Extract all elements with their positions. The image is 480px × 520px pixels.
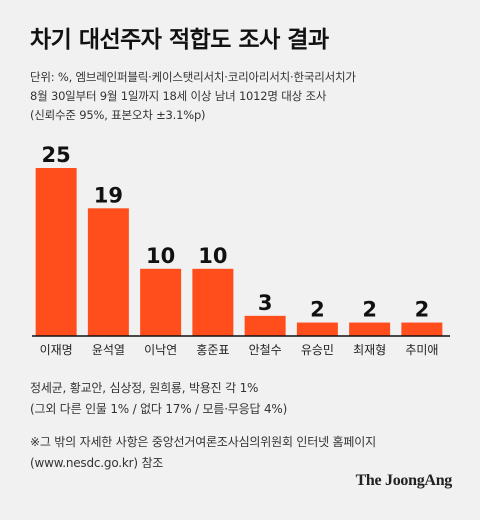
category-label-안철수: 안철수 [249,343,282,357]
data-label-이재명: 25 [42,143,71,167]
category-label-윤석열: 윤석열 [92,343,125,357]
bar-추미애 [401,322,443,336]
category-label-홍준표: 홍준표 [196,343,229,357]
data-label-홍준표: 10 [198,244,227,268]
notes-line-2: (그외 다른 인물 1% / 없다 17% / 모름·무응답 4%) [30,402,288,416]
subtitle-line-2: 8월 30일부터 9월 1일까지 18세 이상 남녀 1012명 대상 조사 [30,89,327,103]
chart-title: 차기 대선주자 적합도 조사 결과 [30,27,329,53]
category-label-이낙연: 이낙연 [144,343,177,357]
footnote-line-2: (www.nesdc.go.kr) 참조 [30,456,164,470]
subtitle-line-3: (신뢰수준 95%, 표본오차 ±3.1%p) [30,108,206,122]
other-candidates-note: 정세균, 황교안, 심상정, 원희룡, 박용진 각 1% (그외 다른 인물 1… [30,378,287,420]
data-label-안철수: 3 [258,291,273,315]
chart-subtitle: 단위: %, 엠브레인퍼블릭·케이스탯리서치·코리아리서치·한국리서치가 8월 … [30,68,356,125]
data-label-윤석열: 19 [94,183,123,207]
brand-logo: The JoongAng [355,472,453,489]
bar-유승민 [296,322,338,336]
bar-윤석열 [87,208,129,336]
data-label-최재형: 2 [362,298,377,322]
source-footnote: ※그 밖의 자세한 사항은 중앙선거여론조사심의위원회 인터넷 홈페이지 (ww… [30,432,376,474]
data-label-이낙연: 10 [146,244,175,268]
bar-이재명 [35,168,77,336]
notes-line-1: 정세균, 황교안, 심상정, 원희룡, 박용진 각 1% [30,381,259,395]
bar-안철수 [244,315,286,336]
bar-홍준표 [192,268,234,336]
category-label-유승민: 유승민 [301,343,334,357]
subtitle-line-1: 단위: %, 엠브레인퍼블릭·케이스탯리서치·코리아리서치·한국리서치가 [30,70,356,84]
data-label-유승민: 2 [310,298,325,322]
bar-이낙연 [140,268,182,336]
footnote-line-1: ※그 밖의 자세한 사항은 중앙선거여론조사심의위원회 인터넷 홈페이지 [30,435,376,449]
bar-chart: 25 이재명 19 윤석열 10 이낙연 10 홍준표 3 안철수 2 유승민 2 최재형 2 추미애 [32,143,450,357]
category-label-이재명: 이재명 [40,343,73,357]
category-label-최재형: 최재형 [353,343,386,357]
category-label-추미애: 추미애 [405,343,438,357]
data-label-추미애: 2 [415,298,430,322]
bar-최재형 [349,322,391,336]
